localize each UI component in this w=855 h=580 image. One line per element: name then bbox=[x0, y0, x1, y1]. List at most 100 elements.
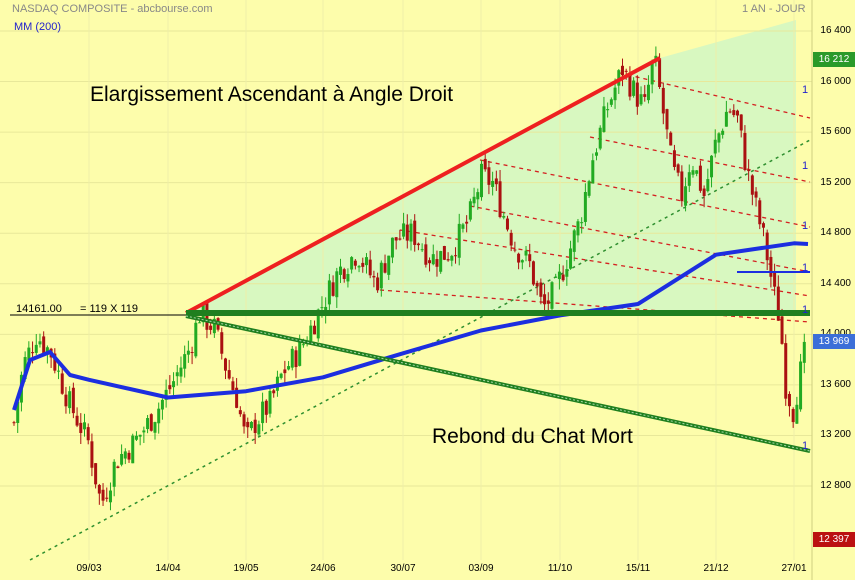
candle bbox=[64, 386, 68, 414]
candle bbox=[721, 128, 725, 139]
candle bbox=[491, 171, 495, 196]
candle bbox=[379, 260, 383, 297]
candle bbox=[71, 382, 75, 419]
candle bbox=[431, 244, 435, 266]
candle bbox=[476, 188, 480, 210]
candle bbox=[287, 361, 291, 371]
candle bbox=[576, 218, 580, 243]
x-tick-label: 19/05 bbox=[233, 563, 259, 574]
candle bbox=[502, 211, 506, 220]
candle bbox=[120, 444, 124, 467]
candles bbox=[12, 46, 806, 511]
candle bbox=[428, 257, 432, 272]
candle bbox=[331, 275, 335, 297]
candle bbox=[661, 82, 665, 125]
candle bbox=[16, 400, 20, 434]
candle bbox=[368, 250, 372, 279]
candle bbox=[543, 283, 547, 313]
candle bbox=[620, 58, 624, 87]
candle bbox=[242, 411, 246, 434]
candle bbox=[680, 165, 684, 207]
candle bbox=[494, 170, 498, 191]
candle bbox=[257, 420, 261, 437]
candle bbox=[758, 197, 762, 230]
candle bbox=[253, 413, 257, 444]
x-tick-label: 03/09 bbox=[468, 563, 494, 574]
candle bbox=[732, 104, 736, 118]
candle bbox=[79, 413, 83, 444]
falling-support-dotted bbox=[185, 315, 811, 452]
fib-line bbox=[479, 159, 811, 228]
fib-line bbox=[399, 229, 811, 297]
candle bbox=[142, 426, 146, 443]
candle bbox=[212, 314, 216, 338]
candle bbox=[717, 132, 721, 153]
candle bbox=[376, 272, 380, 293]
candle bbox=[505, 215, 509, 232]
candle bbox=[479, 160, 483, 201]
y-tick-label: 16 400 bbox=[820, 25, 851, 36]
fib-mark: 1 bbox=[802, 84, 809, 96]
ma-legend: MM (200) bbox=[14, 21, 62, 33]
y-tick-label: 14 000 bbox=[811, 328, 851, 339]
candle bbox=[123, 448, 127, 465]
candle bbox=[580, 217, 584, 234]
x-tick-label: 11/10 bbox=[547, 563, 573, 574]
candle bbox=[57, 362, 61, 380]
candle bbox=[509, 229, 513, 252]
x-tick-label: 21/12 bbox=[703, 563, 729, 574]
candle bbox=[665, 108, 669, 139]
candle bbox=[517, 252, 521, 270]
candle bbox=[164, 379, 168, 408]
candle bbox=[736, 109, 740, 123]
candle bbox=[175, 365, 179, 386]
candle bbox=[160, 398, 164, 420]
candle bbox=[290, 345, 294, 371]
grid-lines bbox=[0, 0, 812, 560]
candle bbox=[346, 268, 350, 288]
y-tick-label: 16 000 bbox=[820, 75, 851, 87]
candle bbox=[669, 131, 673, 146]
candle bbox=[53, 348, 57, 374]
candle bbox=[546, 292, 550, 312]
candle bbox=[569, 240, 573, 270]
candle bbox=[264, 399, 268, 423]
candle bbox=[138, 434, 142, 446]
candle bbox=[595, 148, 599, 161]
candle bbox=[606, 102, 610, 118]
candle bbox=[390, 237, 394, 264]
candle bbox=[172, 372, 176, 398]
candle bbox=[643, 85, 647, 102]
candle bbox=[279, 372, 283, 380]
candle bbox=[598, 125, 602, 151]
candle bbox=[773, 263, 777, 296]
candle bbox=[127, 450, 131, 463]
candle bbox=[131, 433, 135, 464]
candle bbox=[394, 237, 398, 250]
candle bbox=[97, 483, 101, 505]
candle bbox=[650, 59, 654, 94]
fib-line bbox=[589, 136, 811, 183]
candle bbox=[342, 267, 346, 283]
fib-line bbox=[469, 205, 811, 273]
fib-mark: 1 bbox=[802, 160, 809, 172]
candle bbox=[339, 258, 343, 283]
candle bbox=[361, 257, 365, 273]
candle bbox=[676, 163, 680, 177]
candle bbox=[754, 187, 758, 207]
candle bbox=[86, 423, 90, 445]
candle bbox=[357, 264, 361, 273]
candle bbox=[628, 66, 632, 101]
candle bbox=[554, 273, 558, 278]
candle bbox=[149, 413, 153, 432]
candle bbox=[268, 387, 272, 418]
candle bbox=[635, 75, 639, 115]
candle bbox=[706, 168, 710, 193]
candle bbox=[420, 243, 424, 252]
candle bbox=[528, 243, 532, 268]
candle bbox=[112, 459, 116, 497]
candle bbox=[487, 160, 491, 195]
low-badge: 12 397 bbox=[813, 532, 855, 547]
candle bbox=[12, 420, 16, 426]
candle bbox=[587, 179, 591, 198]
